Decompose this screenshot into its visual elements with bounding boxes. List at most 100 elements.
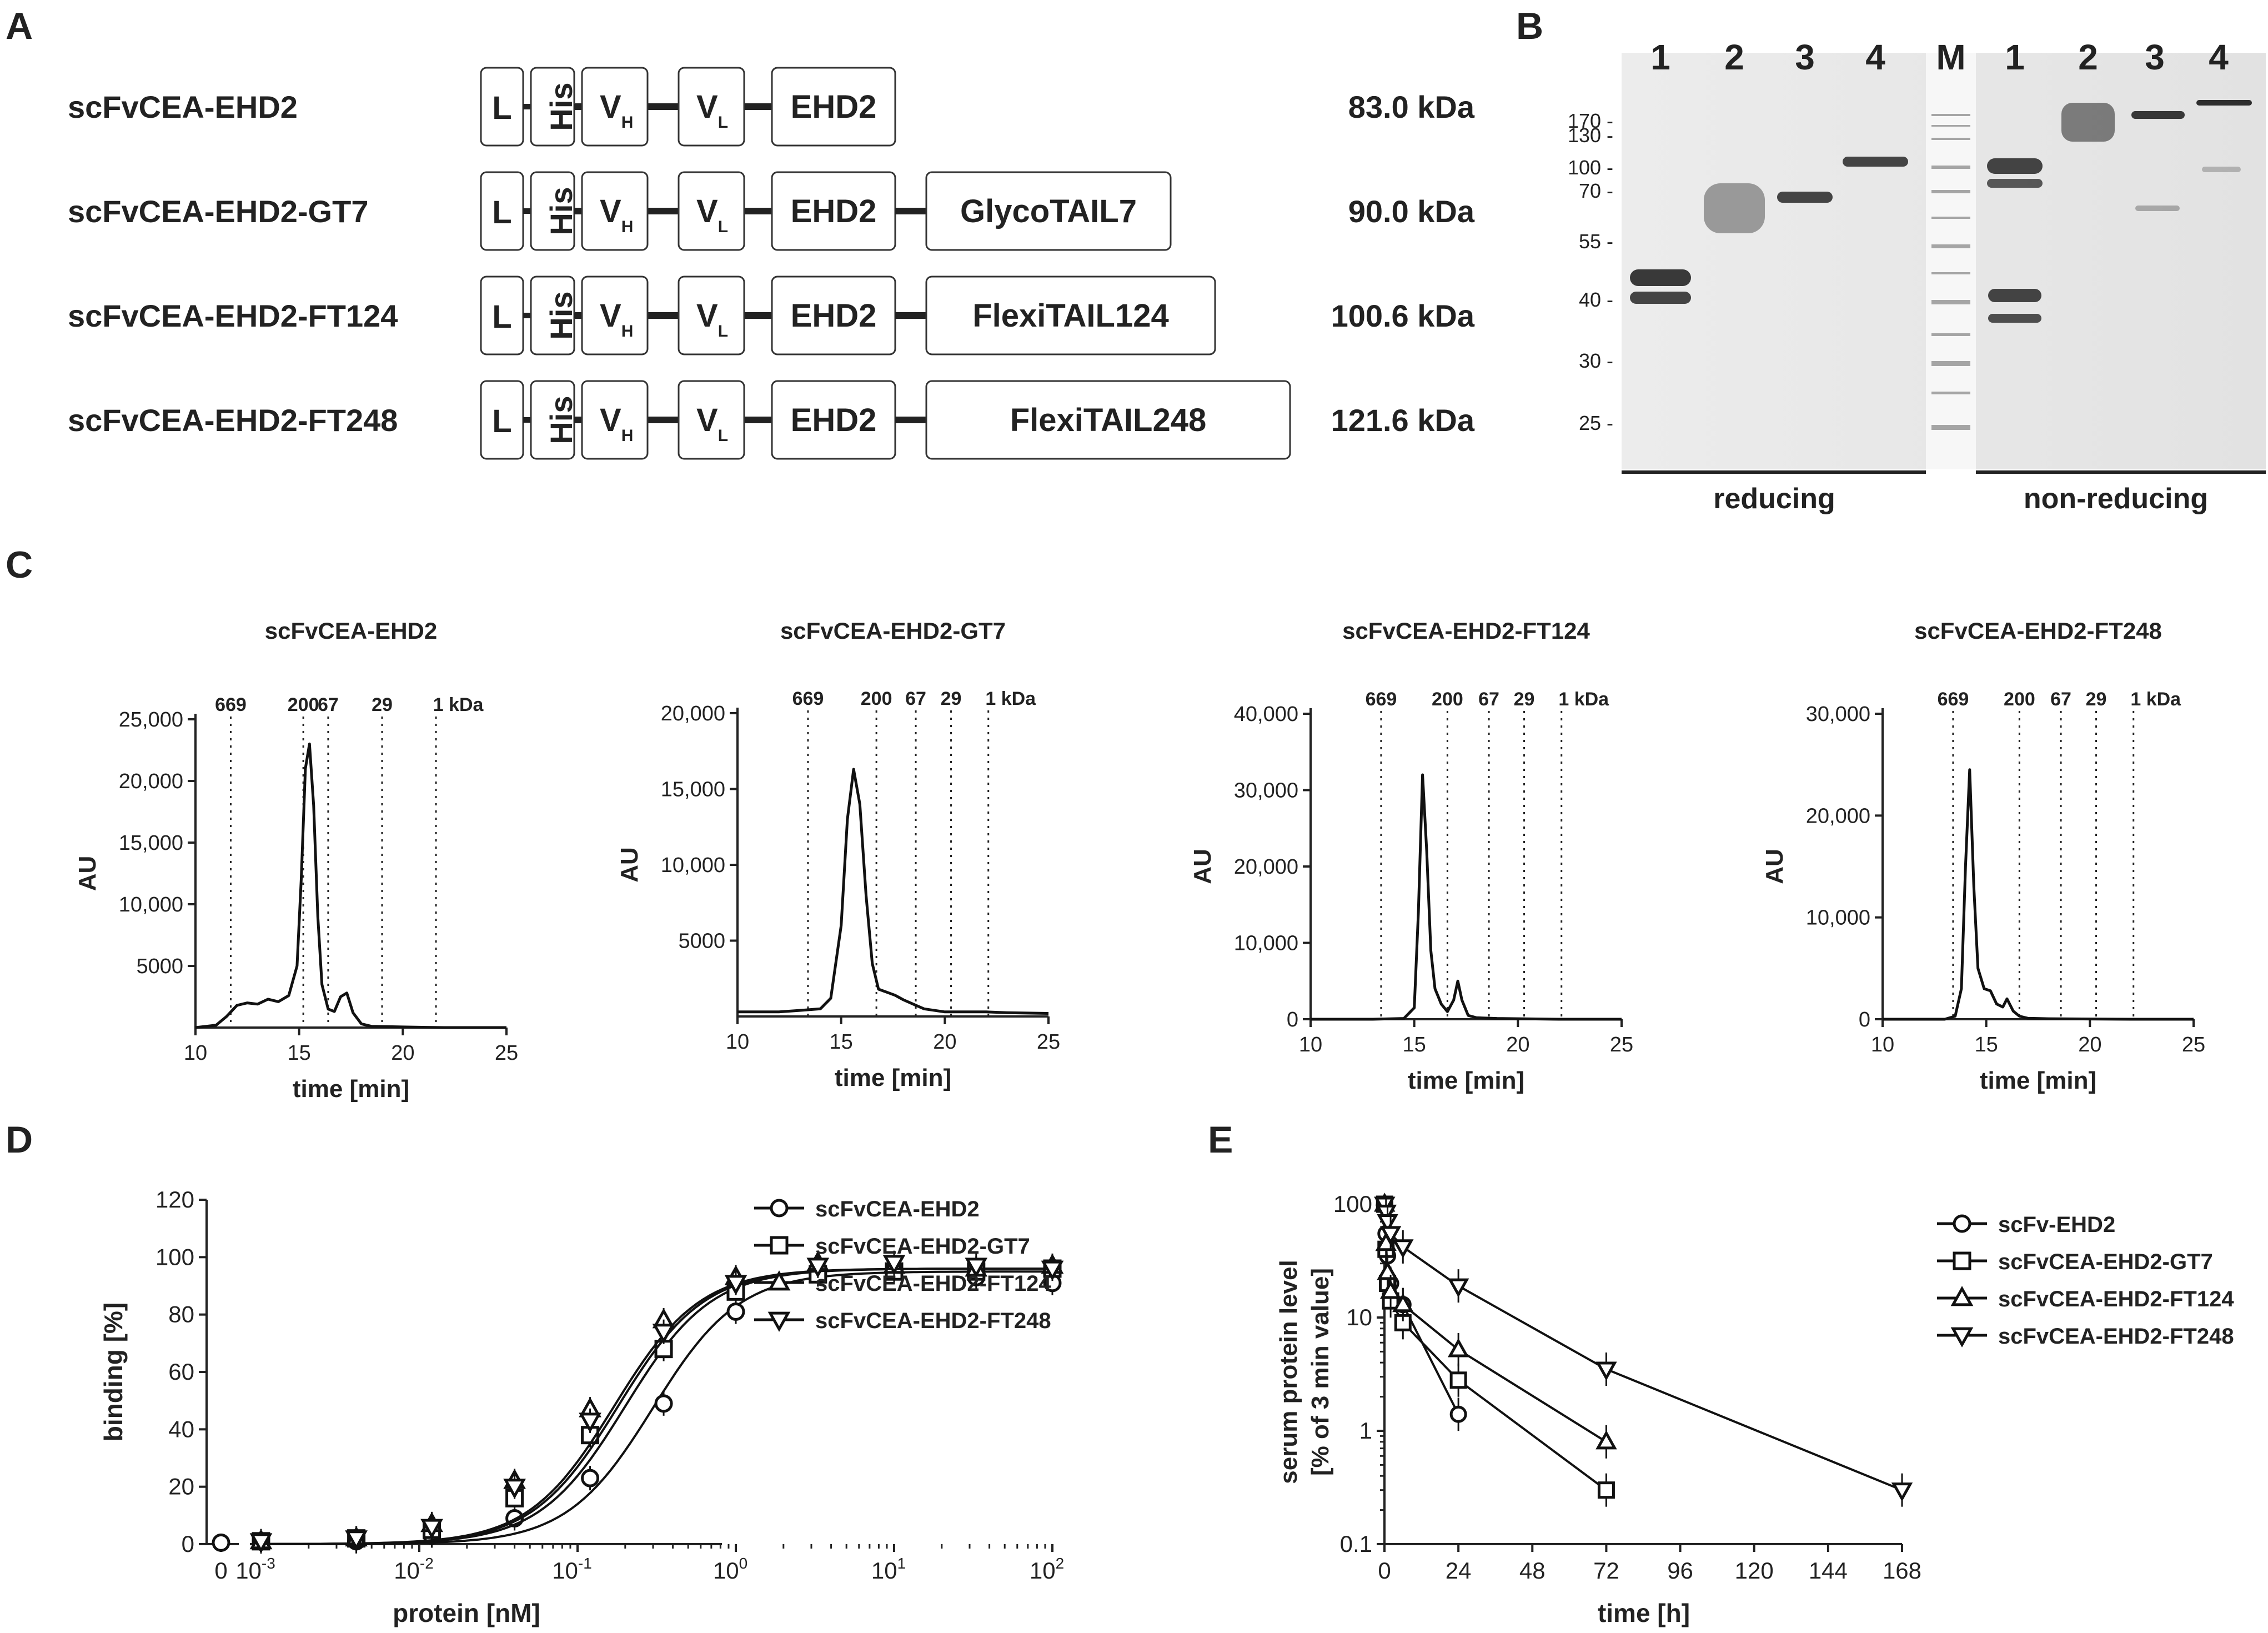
vh-subscript: H (621, 322, 634, 340)
y-tick-label: 40,000 (1234, 703, 1298, 726)
protein-band (1987, 158, 2043, 174)
legend-symbol (770, 1236, 789, 1255)
legend-symbol (770, 1199, 789, 1218)
lane-label: 3 (2145, 37, 2165, 77)
tail-label: GlycoTAIL7 (960, 193, 1137, 229)
construct-row: scFvCEA-EHD2 L His VH VL EHD2 83.0 kDa (68, 67, 1475, 147)
molecular-weight: 121.6 kDa (1331, 403, 1475, 438)
lane-label: 3 (1795, 37, 1815, 77)
data-point (1447, 1278, 1469, 1298)
y-tick-label: 15,000 (661, 778, 725, 802)
data-point (581, 1469, 600, 1487)
vh-subscript: H (621, 218, 634, 236)
panel-c-sec-chromatograms: scFvCEA-EHD2 5000 10,000 15,000 20,000 25,000… (74, 618, 2205, 1103)
data-point (1597, 1481, 1615, 1499)
y-tick-label: 5000 (136, 955, 183, 978)
x-tick-label: 168 (1883, 1557, 1921, 1584)
marker-size-label: 55 - (1579, 230, 1613, 253)
marker-band (1931, 217, 1970, 219)
protein-band (1988, 314, 2041, 323)
marker-band (1931, 244, 1970, 248)
x-tick-exponent: 0 (739, 1555, 748, 1572)
data-point (1595, 1361, 1617, 1381)
marker-band (1931, 300, 1970, 304)
y-tick-label: 40 (168, 1416, 194, 1442)
marker-band (1931, 190, 1970, 193)
y-tick-label: 0 (1287, 1008, 1298, 1031)
y-axis-label: AU (616, 847, 643, 883)
chromatogram-trace (1883, 768, 2194, 1021)
x-tick-label: 102 (1030, 1555, 1064, 1584)
protein-band (1988, 289, 2041, 302)
data-point (420, 1519, 443, 1539)
x-tick-label: 120 (1735, 1557, 1774, 1584)
his-tag-label: His (544, 395, 579, 444)
vl-domain-box (678, 171, 745, 251)
x-tick-label: 10-3 (235, 1555, 275, 1584)
panel-label-a: A (6, 5, 33, 47)
x-tick-label: 15 (1975, 1033, 1998, 1056)
size-marker-label: 669 (1938, 689, 1969, 710)
vl-domain-box (678, 275, 745, 355)
y-tick-label: 10,000 (119, 893, 183, 916)
data-point (726, 1303, 745, 1321)
panel-label-e: E (1208, 1119, 1233, 1161)
x-tick-label: 15 (288, 1041, 311, 1065)
legend-symbol (1953, 1214, 1971, 1233)
protein-band (2196, 100, 2252, 106)
data-point (249, 1533, 273, 1554)
construct-row: scFvCEA-EHD2-FT124 L His VH VL EHD2 FlexiTAIL1… (68, 275, 1475, 355)
construct-name: scFvCEA-EHD2 (68, 89, 298, 124)
y-tick-label: 5000 (678, 930, 725, 953)
size-marker-label: 29 (2086, 689, 2107, 710)
marker-size-label: 70 - (1579, 179, 1613, 202)
vh-subscript: H (621, 427, 634, 445)
y-tick-label: 10,000 (661, 854, 725, 877)
chart-title: scFvCEA-EHD2-FT248 (1914, 618, 2162, 644)
panel-labels: A B C D E (6, 5, 1543, 1161)
y-tick-label: 20,000 (1806, 804, 1870, 828)
y-tick-label: 20,000 (661, 702, 725, 725)
vl-subscript: L (718, 427, 728, 445)
data-point (1379, 1226, 1402, 1245)
size-marker-label: 669 (1366, 689, 1397, 710)
legend-label: scFvCEA-EHD2-FT248 (815, 1309, 1051, 1333)
molecular-weight: 90.0 kDa (1348, 194, 1475, 229)
construct-name: scFvCEA-EHD2-FT124 (68, 298, 398, 333)
chart-title: scFvCEA-EHD2-FT124 (1342, 618, 1590, 644)
nonreducing-label: non-reducing (2024, 483, 2208, 515)
size-marker-label: 1 kDa (433, 694, 484, 715)
x-tick-label: 10 (184, 1041, 207, 1065)
chart-title: scFvCEA-EHD2-GT7 (780, 618, 1006, 644)
series-line (1383, 1204, 1607, 1491)
x-tick-exponent: -1 (578, 1555, 592, 1572)
x-tick-label: 96 (1667, 1557, 1693, 1584)
x-tick-label: 15 (1403, 1033, 1426, 1056)
data-point (806, 1258, 830, 1278)
y-tick-label: 20,000 (1234, 855, 1298, 879)
panel-label-c: C (6, 544, 33, 586)
vh-domain-box (581, 380, 649, 460)
ehd2-domain-box (771, 67, 896, 147)
panel-a-construct-diagram: scFvCEA-EHD2 L His VH VL EHD2 83.0 kDascFvCEA-… (68, 67, 1475, 460)
fit-curve (261, 1268, 1052, 1545)
legend-label: scFvCEA-EHD2-FT248 (1998, 1324, 2234, 1349)
data-point (579, 1412, 601, 1433)
vl-subscript: L (718, 322, 728, 340)
x-tick-exponent: 2 (1056, 1555, 1065, 1572)
marker-size-label: 30 - (1579, 349, 1613, 372)
x-axis-label: time [min] (293, 1075, 409, 1103)
size-marker-label: 669 (792, 688, 824, 709)
data-point (1377, 1214, 1398, 1234)
x-tick-label: 72 (1593, 1557, 1619, 1584)
ehd2-label: EHD2 (791, 402, 877, 438)
data-point (882, 1255, 906, 1275)
protein-band (1843, 157, 1908, 167)
x-tick-label: 25 (495, 1041, 518, 1065)
x-tick-label: 15 (830, 1030, 853, 1054)
leader-label: L (492, 403, 511, 439)
smear-band (2061, 103, 2115, 142)
data-point (1377, 1261, 1398, 1280)
molecular-weight: 100.6 kDa (1331, 298, 1475, 333)
